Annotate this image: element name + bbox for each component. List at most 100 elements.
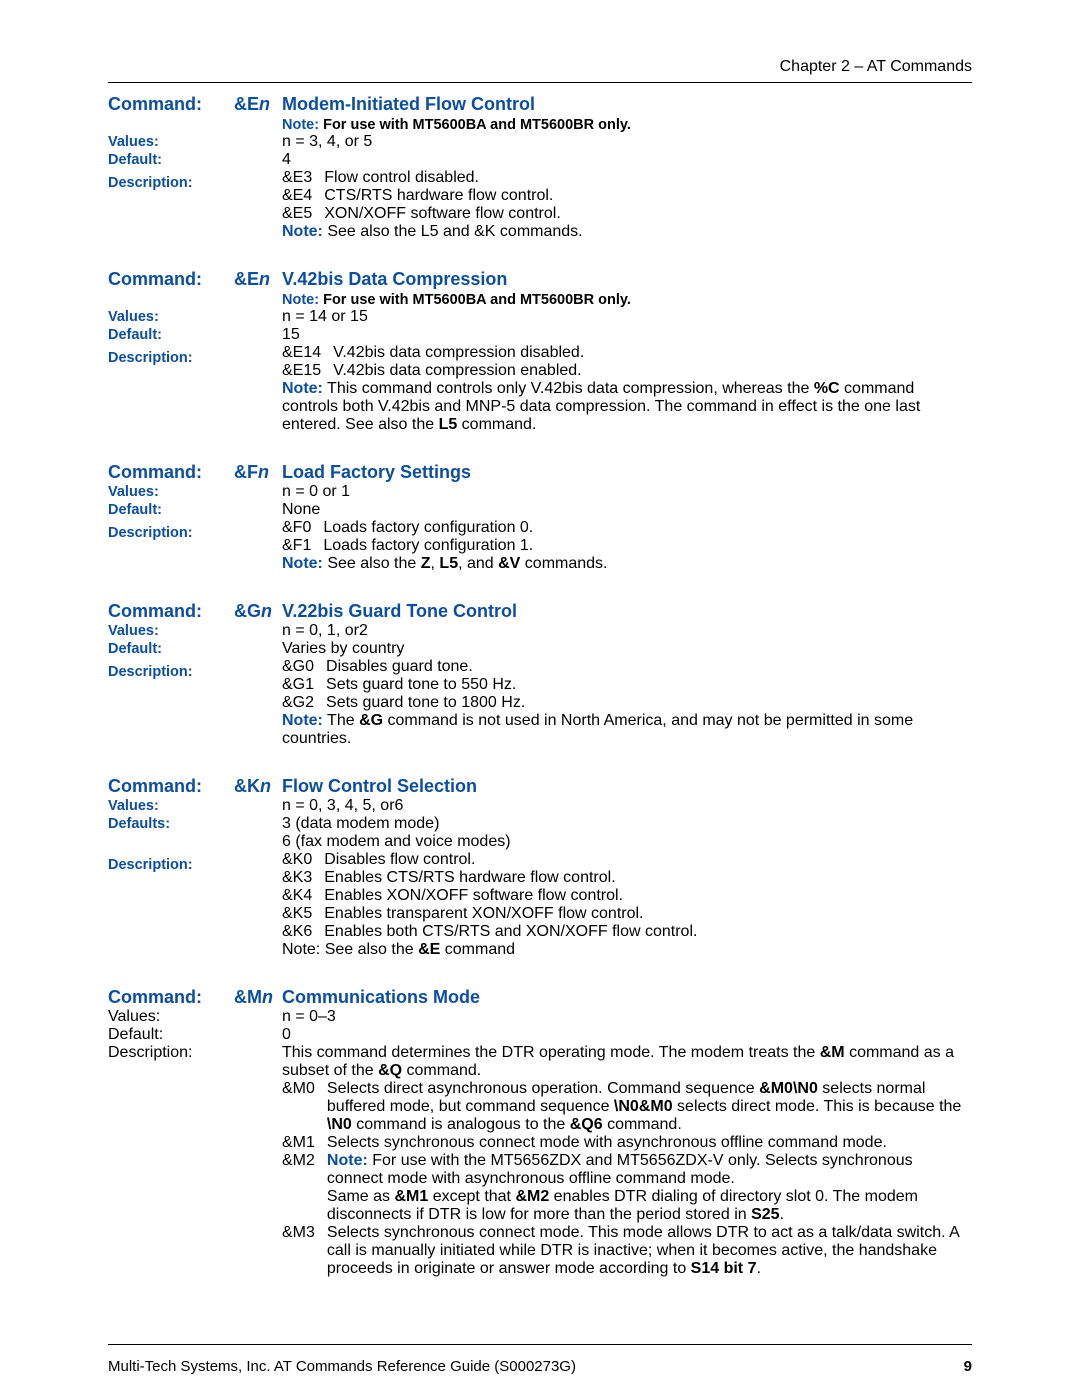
desc-key: &F0 <box>282 519 323 537</box>
values-text: n = 0 or 1 <box>282 483 972 501</box>
desc-key: &M1 <box>282 1134 327 1152</box>
command-label: Command: <box>108 94 202 114</box>
command-label: Command: <box>108 601 202 621</box>
command-entry: Command: &En Modem-Initiated Flow Contro… <box>108 94 972 241</box>
desc-note: Note: See also the Z, L5, and &V command… <box>282 555 972 573</box>
command-code: &En <box>234 269 270 289</box>
command-title: Flow Control Selection <box>282 776 477 796</box>
desc-key: &M0 <box>282 1080 327 1134</box>
default-label: Default: <box>108 641 162 657</box>
desc-key: &G1 <box>282 676 326 694</box>
command-entry: Command: &Gn V.22bis Guard Tone Control … <box>108 601 972 748</box>
desc-val: Disables flow control. <box>324 851 697 869</box>
desc-key: &E3 <box>282 169 324 187</box>
command-title: Load Factory Settings <box>282 462 471 482</box>
defaults-text: 6 (fax modem and voice modes) <box>282 833 972 851</box>
command-code: &Fn <box>234 462 269 482</box>
rule-bottom <box>108 1344 972 1345</box>
note-label: Note: <box>282 292 319 308</box>
command-entry: Command: &Kn Flow Control Selection Valu… <box>108 776 972 959</box>
description-table: &M0 Selects direct asynchronous operatio… <box>282 1080 972 1278</box>
desc-val: Enables transparent XON/XOFF flow contro… <box>324 905 697 923</box>
footer-left: Multi-Tech Systems, Inc. AT Commands Ref… <box>108 1358 576 1375</box>
desc-val: Sets guard tone to 550 Hz. <box>326 676 525 694</box>
default-label: Default: <box>108 1026 163 1043</box>
description-label: Description: <box>108 350 193 366</box>
desc-key: &G2 <box>282 694 326 712</box>
desc-key: &K3 <box>282 869 324 887</box>
note-label: Note: <box>282 117 319 133</box>
desc-note: Note: See also the L5 and &K commands. <box>282 223 972 241</box>
desc-key: &G0 <box>282 658 326 676</box>
command-entry: Command: &Mn Communications Mode Values:… <box>108 987 972 1278</box>
default-text: 15 <box>282 326 972 344</box>
description-label: Description: <box>108 525 193 541</box>
default-text: 0 <box>282 1026 972 1044</box>
values-label: Values: <box>108 798 159 814</box>
desc-note: Note: The &G command is not used in Nort… <box>282 712 972 748</box>
desc-key: &K6 <box>282 923 324 941</box>
desc-val: Disables guard tone. <box>326 658 525 676</box>
description-label: Description: <box>108 175 193 191</box>
values-label: Values: <box>108 484 159 500</box>
rule-top <box>108 82 972 83</box>
description-table: &F0Loads factory configuration 0. &F1Loa… <box>282 519 533 555</box>
desc-val: XON/XOFF software flow control. <box>324 205 561 223</box>
values-label: Values: <box>108 623 159 639</box>
description-table: &E14V.42bis data compression disabled. &… <box>282 344 584 380</box>
description-label: Description: <box>108 857 193 873</box>
chapter-label: Chapter 2 – AT Commands <box>108 58 972 76</box>
desc-val: Loads factory configuration 0. <box>323 519 533 537</box>
command-code: &Gn <box>234 601 272 621</box>
desc-val: Selects synchronous connect mode with as… <box>327 1134 972 1152</box>
desc-val: V.42bis data compression disabled. <box>333 344 584 362</box>
default-label: Default: <box>108 502 162 518</box>
command-title: Modem-Initiated Flow Control <box>282 94 535 114</box>
command-title: Communications Mode <box>282 987 480 1007</box>
desc-val: Selects synchronous connect mode. This m… <box>327 1224 972 1278</box>
desc-val: V.42bis data compression enabled. <box>333 362 584 380</box>
default-text: Varies by country <box>282 640 972 658</box>
desc-val: Enables XON/XOFF software flow control. <box>324 887 697 905</box>
note-text: For use with MT5600BA and MT5600BR only. <box>323 117 631 133</box>
command-entry: Command: &En V.42bis Data Compression No… <box>108 269 972 434</box>
default-text: None <box>282 501 972 519</box>
desc-val: CTS/RTS hardware flow control. <box>324 187 561 205</box>
command-label: Command: <box>108 269 202 289</box>
desc-key: &K0 <box>282 851 324 869</box>
values-text: n = 14 or 15 <box>282 308 972 326</box>
desc-intro: This command determines the DTR operatin… <box>282 1044 972 1080</box>
desc-key: &M3 <box>282 1224 327 1278</box>
desc-val: Selects direct asynchronous operation. C… <box>327 1080 972 1134</box>
desc-val: Enables both CTS/RTS and XON/XOFF flow c… <box>324 923 697 941</box>
values-text: n = 3, 4, or 5 <box>282 133 972 151</box>
desc-note: Note: This command controls only V.42bis… <box>282 380 972 434</box>
note-text: For use with MT5600BA and MT5600BR only. <box>323 292 631 308</box>
values-text: n = 0, 3, 4, 5, or6 <box>282 797 972 815</box>
command-label: Command: <box>108 776 202 796</box>
description-table: &K0Disables flow control. &K3Enables CTS… <box>282 851 697 941</box>
command-label: Command: <box>108 462 202 482</box>
desc-val: Loads factory configuration 1. <box>323 537 533 555</box>
command-code: &En <box>234 94 270 114</box>
defaults-text: 3 (data modem mode) <box>282 815 972 833</box>
desc-key: &E4 <box>282 187 324 205</box>
command-code: &Kn <box>234 776 271 796</box>
description-table: &E3Flow control disabled. &E4CTS/RTS har… <box>282 169 561 223</box>
description-label: Description: <box>108 664 193 680</box>
desc-val: Note: For use with the MT5656ZDX and MT5… <box>327 1152 972 1224</box>
values-label: Values: <box>108 134 159 150</box>
description-label: Description: <box>108 1044 192 1061</box>
values-label: Values: <box>108 309 159 325</box>
desc-key: &E5 <box>282 205 324 223</box>
values-text: n = 0–3 <box>282 1008 972 1026</box>
desc-key: &M2 <box>282 1152 327 1224</box>
desc-key: &E14 <box>282 344 333 362</box>
desc-val: Sets guard tone to 1800 Hz. <box>326 694 525 712</box>
command-code: &Mn <box>234 987 273 1007</box>
default-label: Default: <box>108 327 162 343</box>
desc-tail: Note: See also the &E command <box>282 941 972 959</box>
command-entry: Command: &Fn Load Factory Settings Value… <box>108 462 972 573</box>
desc-key: &K4 <box>282 887 324 905</box>
description-table: &G0Disables guard tone. &G1Sets guard to… <box>282 658 525 712</box>
